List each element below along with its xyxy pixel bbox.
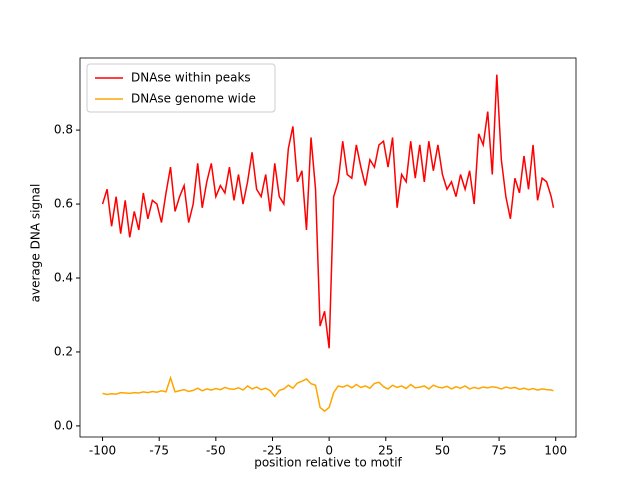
- x-tick-label: 100: [544, 444, 567, 458]
- x-tick-label: 75: [491, 444, 506, 458]
- x-tick-label: 0: [325, 444, 333, 458]
- y-tick-label: 0.8: [54, 123, 73, 137]
- y-tick-label: 0.6: [54, 197, 73, 211]
- x-axis-label: position relative to motif: [254, 456, 402, 470]
- x-tick-label: 50: [435, 444, 450, 458]
- x-tick-label: -100: [89, 444, 116, 458]
- axes-frame: [79, 57, 577, 438]
- legend-label: DNAse within peaks: [131, 71, 251, 85]
- x-tick-label: -75: [149, 444, 169, 458]
- legend-label: DNAse genome wide: [131, 92, 256, 106]
- x-tick-label: -25: [263, 444, 283, 458]
- y-tick-label: 0.2: [54, 344, 73, 358]
- x-tick-label: 25: [378, 444, 393, 458]
- y-axis-label: average DNA signal: [29, 184, 43, 303]
- y-tick-label: 0.0: [54, 418, 73, 432]
- x-tick-label: -50: [206, 444, 226, 458]
- line-series: [101, 74, 555, 349]
- y-tick-label: 0.4: [54, 271, 73, 285]
- legend-box: [86, 63, 276, 113]
- line-series: [102, 375, 554, 413]
